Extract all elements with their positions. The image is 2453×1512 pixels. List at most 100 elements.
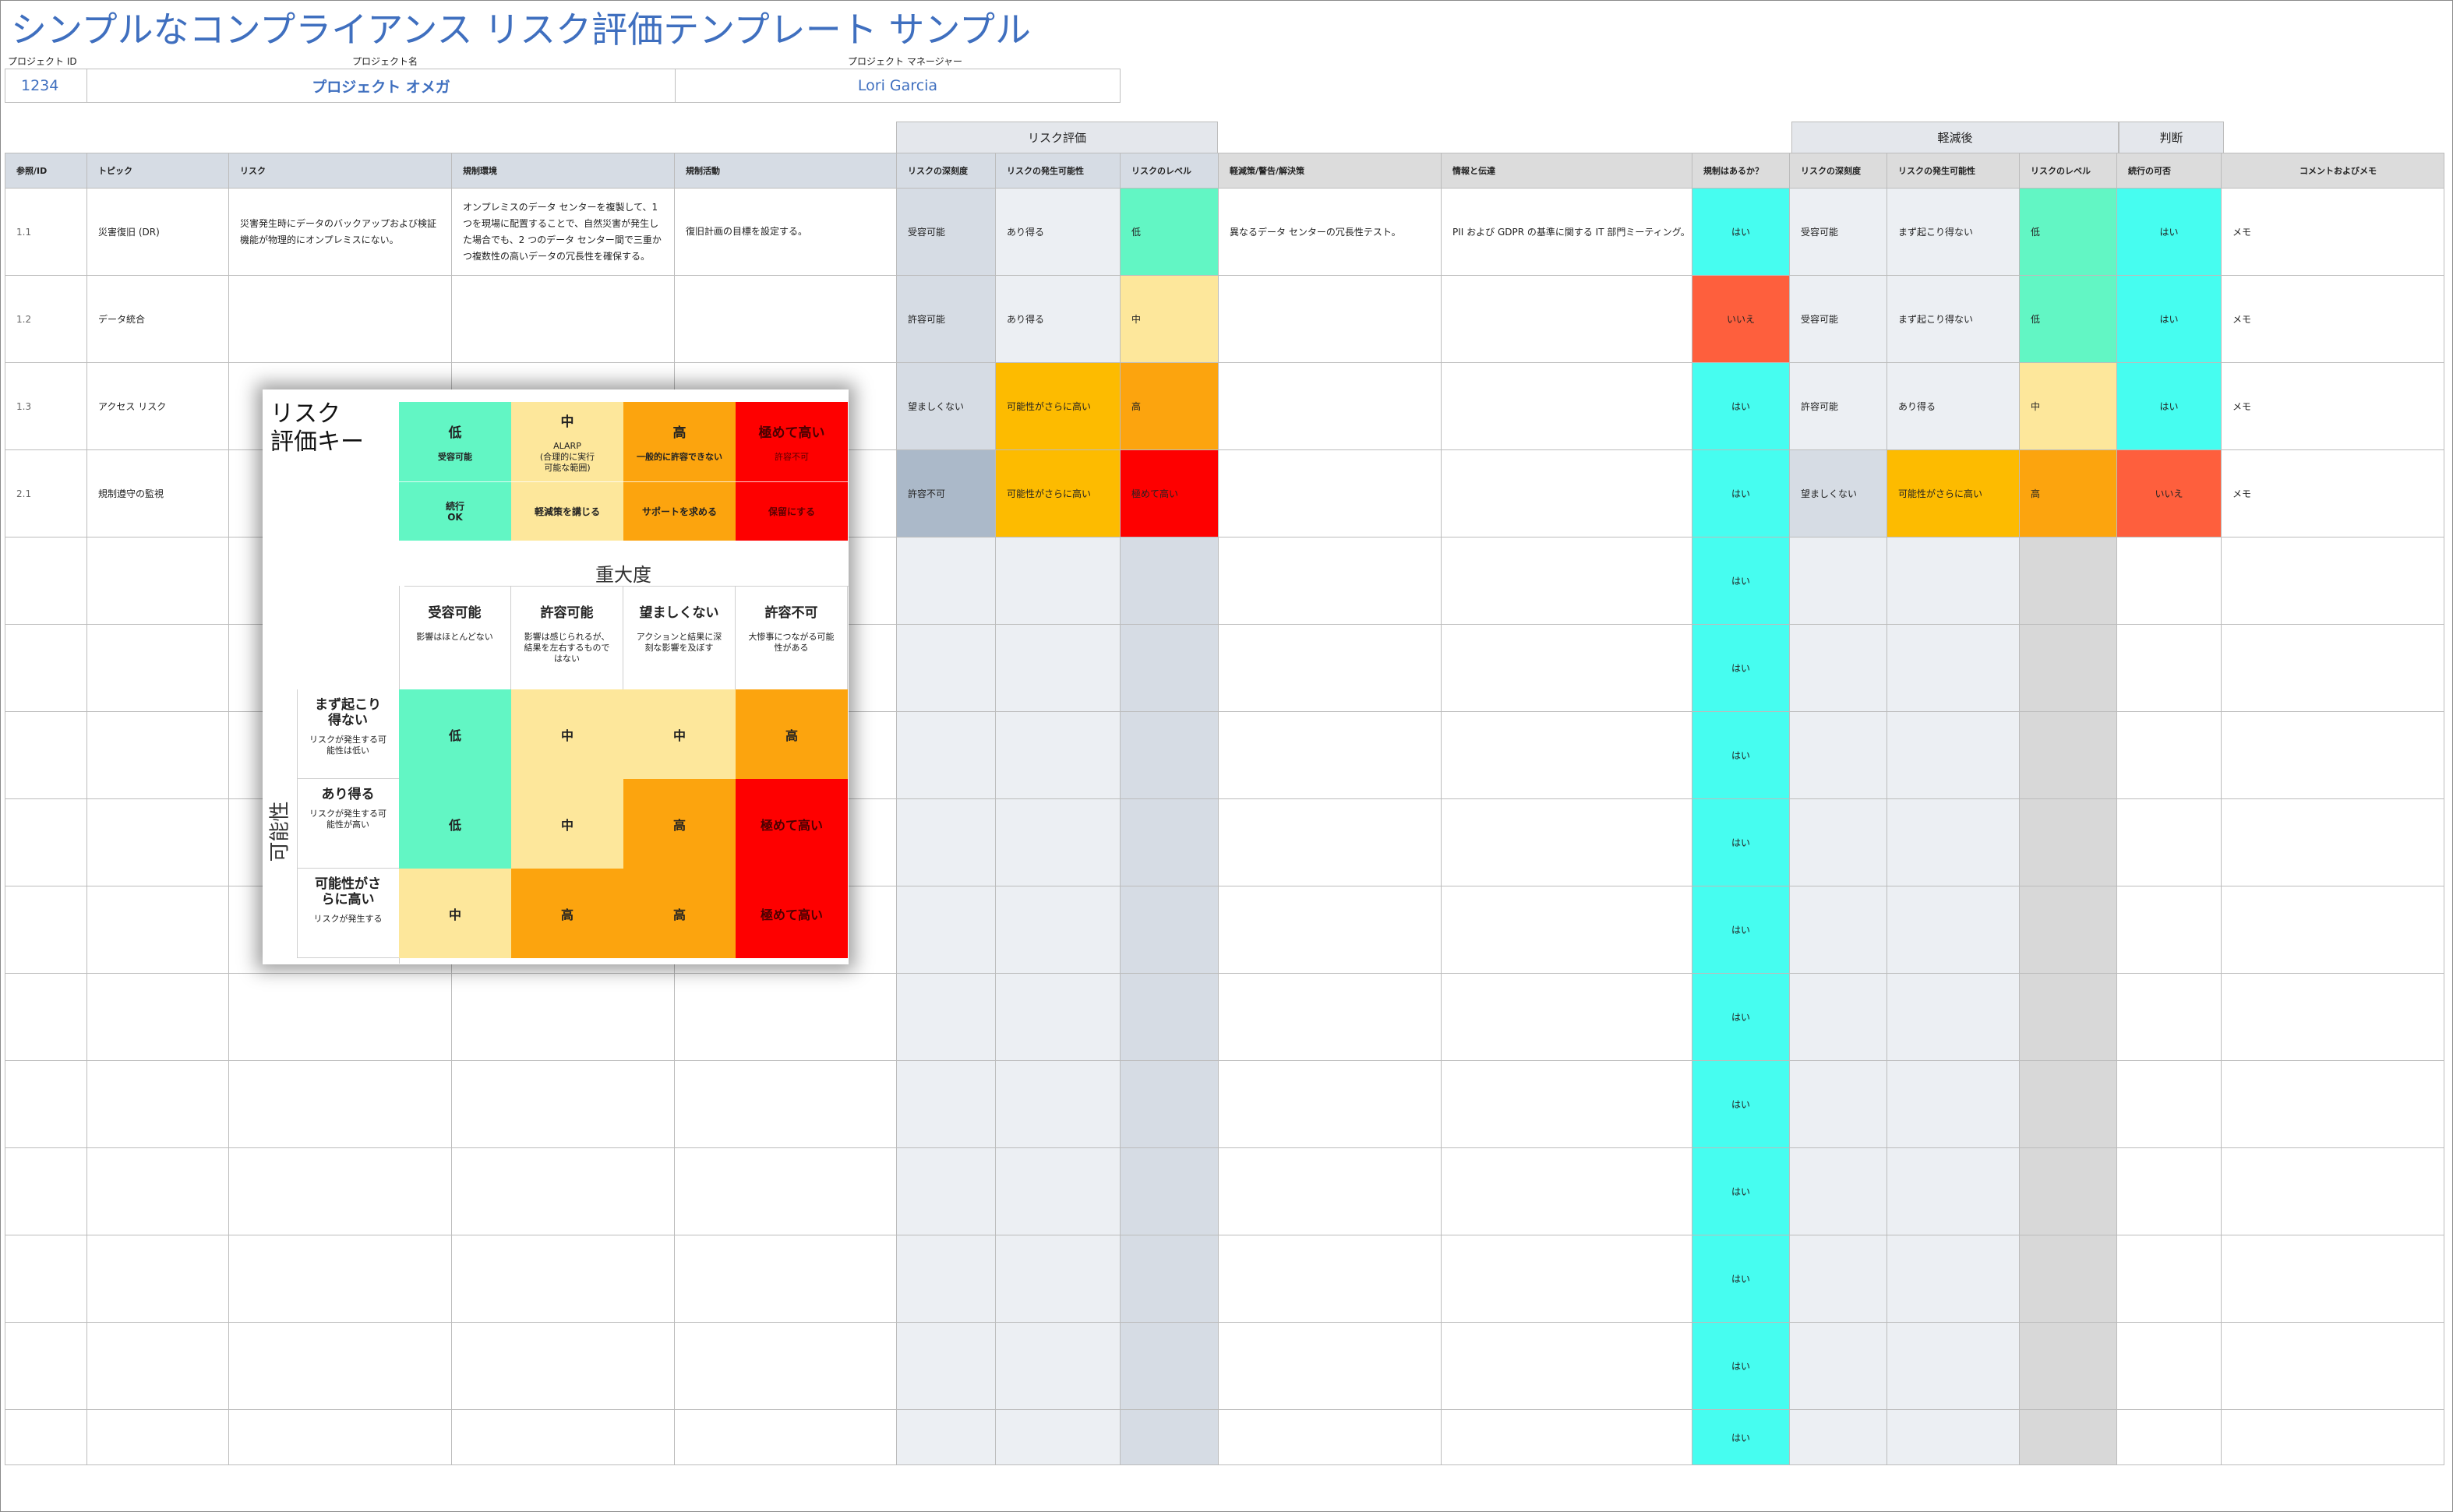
cell-r13-c7[interactable] <box>1120 1322 1219 1410</box>
cell-r4-c8[interactable] <box>1218 537 1442 625</box>
cell-r4-c10[interactable]: はい <box>1692 537 1790 625</box>
cell-r13-c13[interactable] <box>2019 1322 2117 1410</box>
cell-r14-c6[interactable] <box>995 1409 1121 1465</box>
project-name-field[interactable]: プロジェクト オメガ <box>86 69 676 103</box>
cell-r9-c11[interactable] <box>1789 973 1887 1061</box>
cell-r1-c4[interactable] <box>674 275 897 363</box>
cell-r11-c0[interactable] <box>5 1147 87 1235</box>
cell-r7-c7[interactable] <box>1120 798 1219 886</box>
cell-r6-c11[interactable] <box>1789 711 1887 799</box>
cell-r13-c10[interactable]: はい <box>1692 1322 1790 1410</box>
cell-r7-c10[interactable]: はい <box>1692 798 1790 886</box>
cell-r6-c10[interactable]: はい <box>1692 711 1790 799</box>
cell-r7-c9[interactable] <box>1441 798 1692 886</box>
cell-r0-c11[interactable]: 受容可能 <box>1789 188 1887 276</box>
cell-r13-c3[interactable] <box>451 1322 675 1410</box>
cell-r11-c9[interactable] <box>1441 1147 1692 1235</box>
cell-r11-c3[interactable] <box>451 1147 675 1235</box>
cell-r11-c14[interactable] <box>2116 1147 2222 1235</box>
cell-r9-c6[interactable] <box>995 973 1121 1061</box>
cell-r10-c9[interactable] <box>1441 1060 1692 1148</box>
cell-r1-c2[interactable] <box>228 275 452 363</box>
cell-r4-c15[interactable] <box>2221 537 2444 625</box>
cell-r13-c4[interactable] <box>674 1322 897 1410</box>
cell-r13-c15[interactable] <box>2221 1322 2444 1410</box>
cell-r1-c3[interactable] <box>451 275 675 363</box>
cell-r9-c5[interactable] <box>896 973 996 1061</box>
cell-r14-c10[interactable]: はい <box>1692 1409 1790 1465</box>
cell-r0-c8[interactable]: 異なるデータ センターの冗長性テスト。 <box>1218 188 1442 276</box>
cell-r11-c7[interactable] <box>1120 1147 1219 1235</box>
cell-r13-c5[interactable] <box>896 1322 996 1410</box>
cell-r3-c15[interactable]: メモ <box>2221 449 2444 537</box>
cell-r5-c7[interactable] <box>1120 624 1219 712</box>
cell-r9-c15[interactable] <box>2221 973 2444 1061</box>
cell-r12-c4[interactable] <box>674 1235 897 1323</box>
cell-r0-c14[interactable]: はい <box>2116 188 2222 276</box>
cell-r9-c3[interactable] <box>451 973 675 1061</box>
cell-r14-c7[interactable] <box>1120 1409 1219 1465</box>
cell-r10-c4[interactable] <box>674 1060 897 1148</box>
cell-r10-c3[interactable] <box>451 1060 675 1148</box>
cell-r0-c7[interactable]: 低 <box>1120 188 1219 276</box>
cell-r6-c12[interactable] <box>1887 711 2020 799</box>
cell-r6-c7[interactable] <box>1120 711 1219 799</box>
cell-r4-c5[interactable] <box>896 537 996 625</box>
cell-r3-c7[interactable]: 極めて高い <box>1120 449 1219 537</box>
cell-r11-c10[interactable]: はい <box>1692 1147 1790 1235</box>
cell-r2-c7[interactable]: 高 <box>1120 362 1219 450</box>
cell-r2-c11[interactable]: 許容可能 <box>1789 362 1887 450</box>
cell-r11-c8[interactable] <box>1218 1147 1442 1235</box>
cell-r5-c12[interactable] <box>1887 624 2020 712</box>
cell-r1-c5[interactable]: 許容可能 <box>896 275 996 363</box>
cell-r12-c6[interactable] <box>995 1235 1121 1323</box>
cell-r9-c2[interactable] <box>228 973 452 1061</box>
cell-r1-c12[interactable]: まず起こり得ない <box>1887 275 2020 363</box>
cell-r0-c10[interactable]: はい <box>1692 188 1790 276</box>
cell-r12-c2[interactable] <box>228 1235 452 1323</box>
cell-r5-c0[interactable] <box>5 624 87 712</box>
cell-r10-c14[interactable] <box>2116 1060 2222 1148</box>
cell-r14-c1[interactable] <box>86 1409 229 1465</box>
cell-r14-c4[interactable] <box>674 1409 897 1465</box>
cell-r0-c2[interactable]: 災害発生時にデータのバックアップおよび検証機能が物理的にオンプレミスにない。 <box>228 188 452 276</box>
cell-r10-c10[interactable]: はい <box>1692 1060 1790 1148</box>
cell-r8-c12[interactable] <box>1887 886 2020 974</box>
cell-r10-c5[interactable] <box>896 1060 996 1148</box>
cell-r11-c11[interactable] <box>1789 1147 1887 1235</box>
cell-r9-c9[interactable] <box>1441 973 1692 1061</box>
cell-r6-c1[interactable] <box>86 711 229 799</box>
cell-r12-c14[interactable] <box>2116 1235 2222 1323</box>
cell-r9-c13[interactable] <box>2019 973 2117 1061</box>
cell-r8-c9[interactable] <box>1441 886 1692 974</box>
cell-r14-c2[interactable] <box>228 1409 452 1465</box>
cell-r13-c2[interactable] <box>228 1322 452 1410</box>
cell-r4-c1[interactable] <box>86 537 229 625</box>
cell-r10-c8[interactable] <box>1218 1060 1442 1148</box>
cell-r2-c0[interactable]: 1.3 <box>5 362 87 450</box>
cell-r14-c11[interactable] <box>1789 1409 1887 1465</box>
cell-r5-c14[interactable] <box>2116 624 2222 712</box>
cell-r8-c11[interactable] <box>1789 886 1887 974</box>
cell-r11-c13[interactable] <box>2019 1147 2117 1235</box>
cell-r14-c5[interactable] <box>896 1409 996 1465</box>
cell-r11-c5[interactable] <box>896 1147 996 1235</box>
cell-r10-c15[interactable] <box>2221 1060 2444 1148</box>
cell-r13-c8[interactable] <box>1218 1322 1442 1410</box>
cell-r14-c8[interactable] <box>1218 1409 1442 1465</box>
cell-r9-c4[interactable] <box>674 973 897 1061</box>
cell-r1-c1[interactable]: データ統合 <box>86 275 229 363</box>
cell-r8-c5[interactable] <box>896 886 996 974</box>
cell-r12-c10[interactable]: はい <box>1692 1235 1790 1323</box>
cell-r1-c9[interactable] <box>1441 275 1692 363</box>
cell-r11-c12[interactable] <box>1887 1147 2020 1235</box>
cell-r10-c6[interactable] <box>995 1060 1121 1148</box>
cell-r8-c14[interactable] <box>2116 886 2222 974</box>
cell-r9-c8[interactable] <box>1218 973 1442 1061</box>
cell-r2-c1[interactable]: アクセス リスク <box>86 362 229 450</box>
cell-r12-c13[interactable] <box>2019 1235 2117 1323</box>
cell-r3-c1[interactable]: 規制遵守の監視 <box>86 449 229 537</box>
cell-r1-c14[interactable]: はい <box>2116 275 2222 363</box>
cell-r12-c7[interactable] <box>1120 1235 1219 1323</box>
cell-r14-c15[interactable] <box>2221 1409 2444 1465</box>
